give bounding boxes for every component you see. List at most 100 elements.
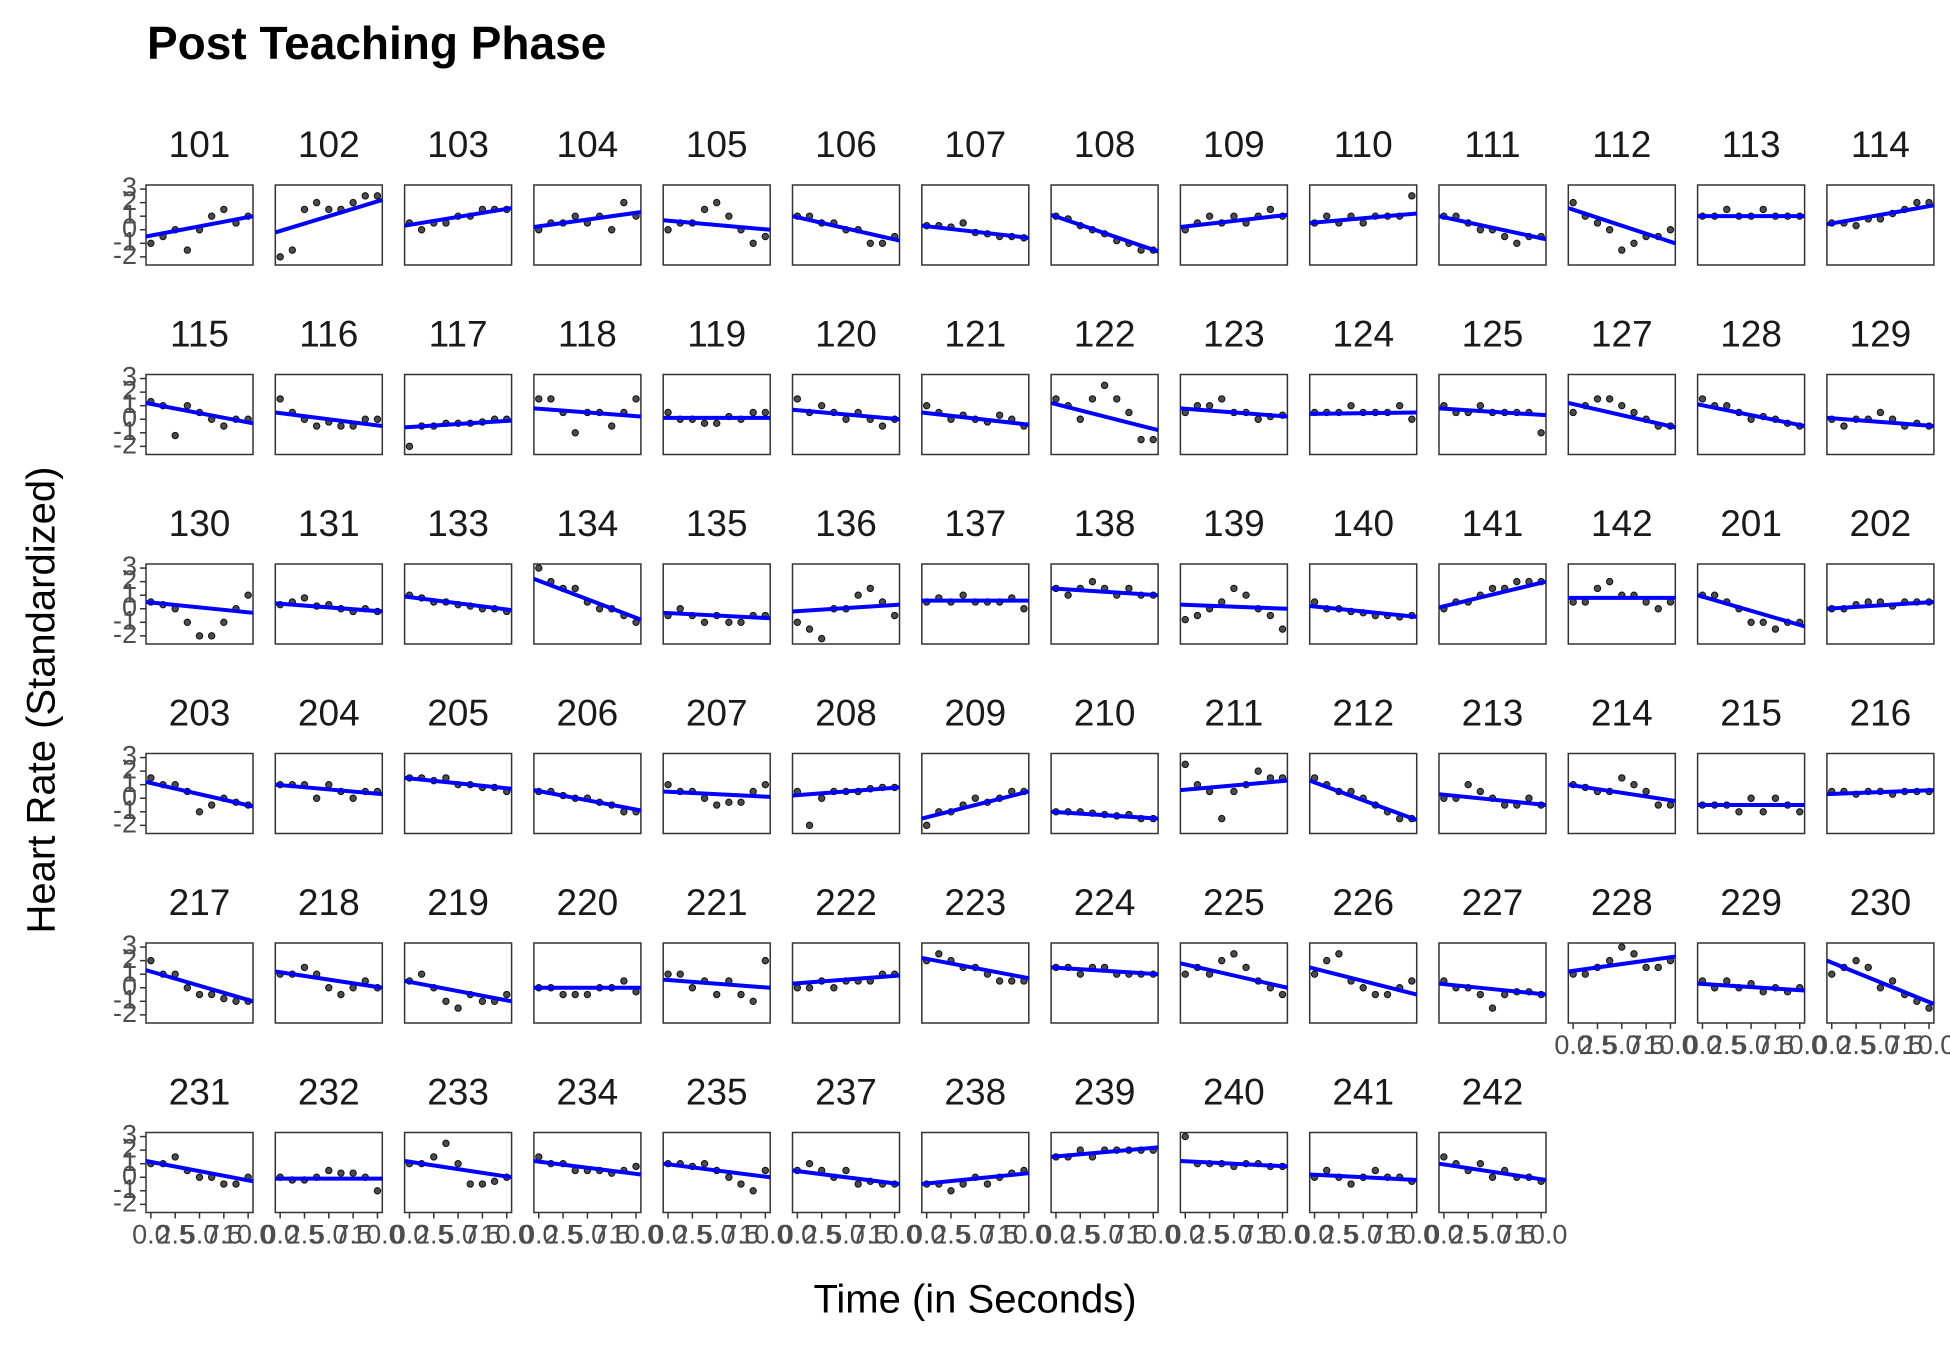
data-point <box>276 253 284 261</box>
trend-line <box>1438 1161 1547 1182</box>
trend-line <box>145 780 254 809</box>
strip-label: 125 <box>1462 313 1524 354</box>
data-point <box>749 239 757 248</box>
data-point <box>1218 395 1226 403</box>
data-point <box>922 401 931 410</box>
strip-label: 233 <box>427 1071 489 1112</box>
data-point <box>442 1139 450 1148</box>
y-tick-label: 1 <box>122 957 137 987</box>
data-point <box>620 198 628 207</box>
data-point <box>430 1153 438 1161</box>
data-point <box>1181 760 1189 769</box>
data-point <box>571 990 579 999</box>
data-point <box>417 226 426 234</box>
data-point <box>325 984 333 992</box>
trend-line <box>1309 965 1418 997</box>
panel-frame <box>1179 1131 1289 1214</box>
data-point <box>749 1187 757 1195</box>
strip-label: 202 <box>1850 503 1912 544</box>
data-point <box>664 780 672 789</box>
x-tick-label: 5.0 <box>181 1220 219 1250</box>
data-point <box>300 594 309 602</box>
data-point <box>1008 977 1016 985</box>
data-point <box>1852 221 1860 230</box>
strip-label: 222 <box>815 882 877 923</box>
data-point <box>1323 956 1331 965</box>
x-tick-label: 5.0 <box>310 1220 348 1250</box>
strip-label: 111 <box>1464 124 1520 165</box>
data-point <box>1371 990 1380 999</box>
data-point <box>1593 219 1602 227</box>
x-tick-label: 5.0 <box>957 1220 995 1250</box>
y-tick-label: -2 <box>113 1187 137 1217</box>
strip-label: 140 <box>1332 503 1394 544</box>
strip-label: 203 <box>169 692 231 733</box>
y-tick-label: -2 <box>113 240 137 270</box>
data-point <box>183 984 192 992</box>
data-point <box>1371 1166 1380 1175</box>
data-point <box>713 198 721 207</box>
data-point <box>676 970 684 978</box>
strip-label: 138 <box>1074 503 1136 544</box>
strip-label: 113 <box>1722 124 1781 165</box>
x-tick-label: 2.5 <box>1191 1220 1229 1250</box>
trend-line <box>145 214 254 239</box>
x-tick-label: 2.5 <box>674 1220 712 1250</box>
data-point <box>749 997 757 1006</box>
data-point <box>373 415 382 423</box>
panel-frame <box>1567 563 1677 645</box>
trend-line <box>1567 782 1676 803</box>
y-tick-label: 0 <box>122 971 137 1001</box>
y-tick-label: 2 <box>122 944 137 974</box>
data-point <box>737 990 745 999</box>
data-point <box>1310 970 1319 978</box>
x-tick-label: 0.0 <box>1296 1220 1334 1250</box>
data-point <box>1076 415 1084 423</box>
data-point <box>664 408 672 417</box>
trend-line <box>274 198 383 235</box>
trend-line <box>921 223 1030 240</box>
data-point <box>312 422 321 430</box>
panel-frame <box>791 563 901 645</box>
strip-label: 106 <box>815 124 877 165</box>
data-point <box>478 1180 487 1188</box>
trend-line <box>921 1171 1030 1187</box>
data-point <box>195 990 204 999</box>
data-point <box>1230 950 1238 958</box>
strip-label: 232 <box>298 1071 360 1112</box>
data-point <box>1064 591 1072 599</box>
data-point <box>842 415 850 423</box>
x-axis-title: Time (in Seconds) <box>813 1278 1136 1322</box>
data-point <box>1476 990 1485 999</box>
data-point <box>405 442 414 451</box>
data-point <box>1242 963 1250 972</box>
panel-frame <box>1308 752 1418 835</box>
data-point <box>1723 977 1731 985</box>
data-point <box>454 1004 462 1012</box>
trend-line <box>663 789 771 799</box>
data-point <box>1593 395 1602 403</box>
strip-label: 109 <box>1203 124 1265 165</box>
y-tick-label: -2 <box>113 429 137 459</box>
data-point <box>1230 212 1238 220</box>
data-point <box>349 198 357 207</box>
data-point <box>1654 605 1662 613</box>
panel-frame <box>274 373 384 456</box>
data-point <box>288 246 297 254</box>
trend-line <box>792 214 900 243</box>
x-tick-label: 10.0 <box>868 1220 921 1250</box>
data-point <box>725 212 733 220</box>
strip-label: 141 <box>1462 503 1524 544</box>
data-point <box>725 798 733 807</box>
data-point <box>725 1173 733 1181</box>
x-tick-label: 0.0 <box>649 1220 687 1250</box>
strip-label: 103 <box>427 124 489 165</box>
y-tick-label: -1 <box>113 984 137 1014</box>
data-point <box>805 625 814 633</box>
strip-label: 213 <box>1462 692 1524 733</box>
data-point <box>1605 395 1614 403</box>
data-point <box>664 226 672 234</box>
chart-title: Post Teaching Phase <box>147 17 606 69</box>
